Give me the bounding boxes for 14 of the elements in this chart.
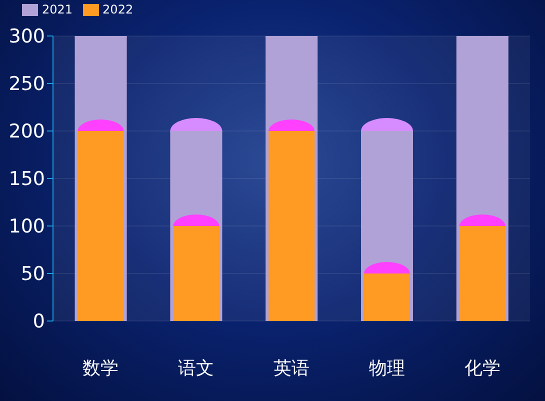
y-tick-label: 250: [8, 73, 45, 96]
x-tick-label: 语文: [178, 358, 214, 379]
x-tick-label: 英语: [274, 358, 310, 379]
y-tick-label: 100: [8, 216, 45, 238]
x-tick-label: 数学: [82, 358, 119, 379]
legend-label: 2022: [102, 2, 134, 16]
y-tick-label: 50: [20, 263, 45, 286]
y-tick-label: 200: [8, 120, 45, 143]
y-tick-label: 0: [32, 310, 45, 333]
y-tick-label: 150: [8, 168, 45, 190]
x-tick-label: 化学: [464, 358, 500, 379]
x-tick-label: 物理: [368, 358, 405, 379]
legend-label: 2021: [42, 2, 73, 16]
y-tick-label: 300: [8, 26, 45, 48]
